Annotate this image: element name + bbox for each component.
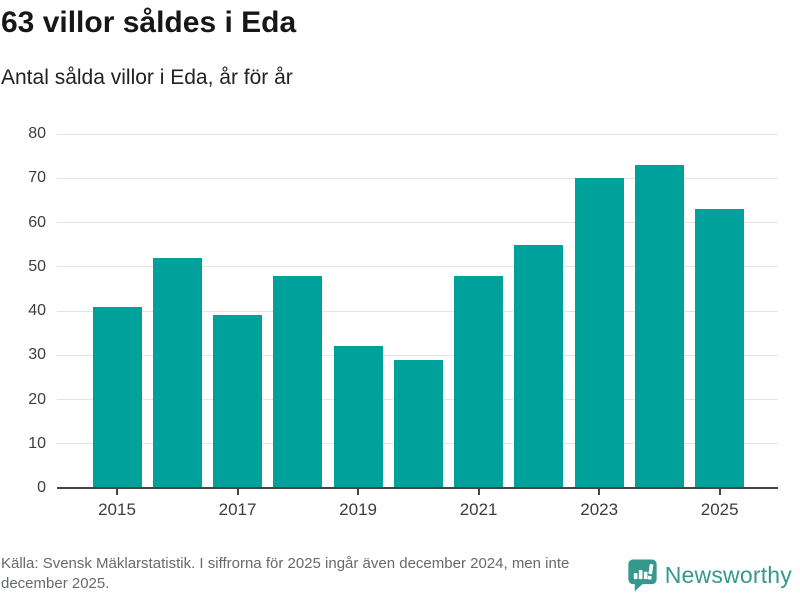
bar-2024 <box>634 164 684 488</box>
plot-area: 2015 2017 2019 2021 2023 2025 <box>57 133 778 519</box>
gridline-y-40 <box>57 310 778 312</box>
bar-2020 <box>393 359 443 488</box>
x-axis-line <box>57 487 778 489</box>
x-tick-label-2021: 2021 <box>459 500 498 519</box>
y-tick-label-70: 70 <box>28 169 46 187</box>
x-tick-label-2017: 2017 <box>218 500 257 519</box>
gridline-y-70 <box>57 177 778 179</box>
gridline-y-80 <box>57 133 778 135</box>
newsworthy-brand: Newsworthy <box>627 558 792 592</box>
x-tick-label-2025: 2025 <box>700 500 739 519</box>
bar-2023 <box>574 178 624 488</box>
bar-2021 <box>454 275 504 488</box>
x-tick-label-2023: 2023 <box>580 500 619 519</box>
bar-2016 <box>152 257 202 488</box>
page-subtitle: Antal sålda villor i Eda, år för år <box>1 66 293 89</box>
page-title: 63 villor såldes i Eda <box>1 6 297 39</box>
x-tick-mark-2015 <box>116 489 118 495</box>
bar-2019 <box>333 346 383 488</box>
bar-2025 <box>695 209 745 488</box>
y-tick-label-50: 50 <box>28 257 46 275</box>
y-tick-label-60: 60 <box>28 213 46 231</box>
x-tick-label-2019: 2019 <box>339 500 377 519</box>
gridline-y-60 <box>57 222 778 223</box>
y-tick-label-40: 40 <box>28 302 46 319</box>
y-tick-label-0: 0 <box>37 479 46 496</box>
newsworthy-logo-icon <box>627 558 658 592</box>
y-tick-label-80: 80 <box>28 125 46 142</box>
chart-footer: Källa: Svensk Mäklarstatistik. I siffror… <box>0 552 800 600</box>
bar-2015 <box>92 306 142 488</box>
y-tick-label-10: 10 <box>28 434 46 452</box>
bar-2022 <box>514 244 564 488</box>
source-note: Källa: Svensk Mäklarstatistik. I siffror… <box>1 555 570 592</box>
x-tick-mark-2025 <box>718 489 721 495</box>
y-tick-label-30: 30 <box>28 346 46 364</box>
gridline-y-30 <box>57 354 778 356</box>
x-tick-mark-2019 <box>357 489 360 495</box>
x-tick-mark-2023 <box>598 489 601 495</box>
y-tick-label-20: 20 <box>28 390 46 408</box>
gridline-y-50 <box>57 266 778 268</box>
newsworthy-wordmark: Newsworthy <box>664 561 792 588</box>
bar-2017 <box>213 315 263 488</box>
x-tick-label-2015: 2015 <box>98 500 136 519</box>
x-tick-mark-2021 <box>477 489 480 495</box>
y-axis: 0 10 20 30 40 50 60 70 80 <box>0 126 46 496</box>
x-tick-mark-2017 <box>236 489 239 495</box>
bar-2018 <box>273 275 323 488</box>
